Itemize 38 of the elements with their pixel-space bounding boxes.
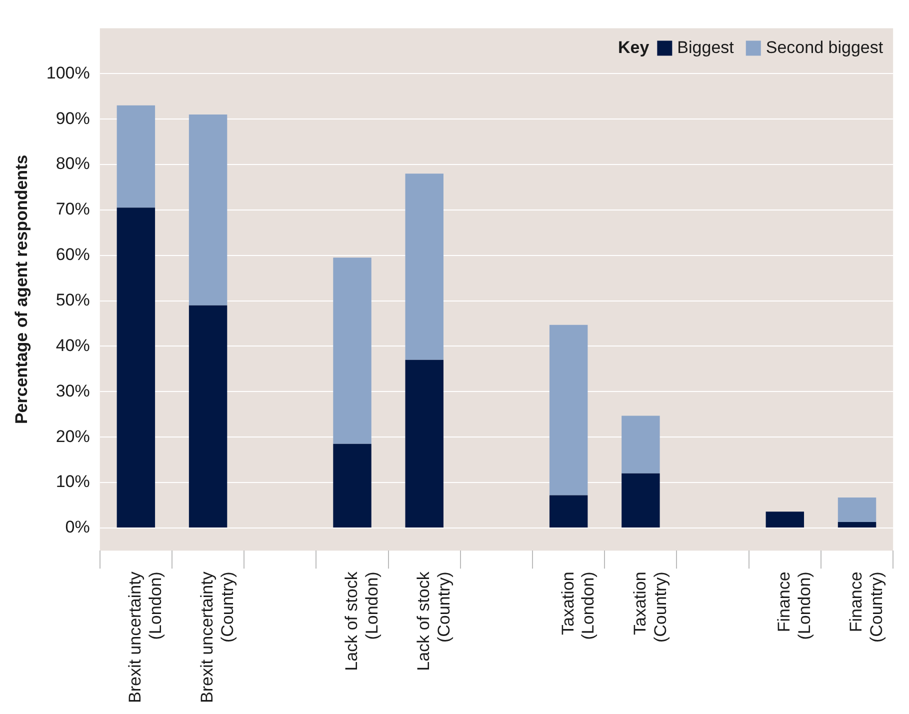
x-tick-label: Taxation (London) xyxy=(558,572,598,640)
y-tick-label: 20% xyxy=(56,426,90,446)
bar xyxy=(188,114,228,306)
bar xyxy=(405,174,444,360)
bar xyxy=(838,522,876,528)
y-tick-label: 80% xyxy=(56,154,90,174)
x-tick-label: Lack of stock (Country) xyxy=(414,571,454,671)
y-tick-label: 0% xyxy=(65,518,90,537)
bar xyxy=(188,305,228,528)
x-tick-label: Finance (London) xyxy=(774,572,814,640)
bar xyxy=(838,498,876,522)
x-tick-label: Taxation (Country) xyxy=(630,572,670,643)
bar xyxy=(116,208,156,528)
bar xyxy=(766,512,804,528)
y-tick-label: 100% xyxy=(46,63,90,82)
bar xyxy=(622,416,660,474)
x-tick-label: Brexit uncertainty (London) xyxy=(126,571,166,704)
y-tick-label: 10% xyxy=(56,472,90,492)
y-tick-label: 30% xyxy=(56,381,90,400)
bar xyxy=(622,473,660,528)
bar xyxy=(549,324,588,496)
bar xyxy=(333,258,372,444)
bar xyxy=(116,105,156,208)
x-tick-label: Brexit uncertainty (Country) xyxy=(198,571,238,704)
bar xyxy=(549,495,588,528)
x-tick-label: Lack of stock (London) xyxy=(342,571,382,671)
y-tick-label: 70% xyxy=(56,200,90,219)
y-axis-title: Percentage of agent respondents xyxy=(12,154,31,424)
bar xyxy=(333,444,372,528)
y-tick-label: 40% xyxy=(56,336,90,355)
x-tick-label: Finance (Country) xyxy=(846,572,886,643)
legend-label: Second biggest xyxy=(766,38,884,57)
legend-label: Biggest xyxy=(677,38,734,57)
y-tick-label: 50% xyxy=(56,290,90,310)
legend-title: Key xyxy=(618,38,650,57)
y-tick-label: 90% xyxy=(56,108,90,128)
bar xyxy=(405,360,444,528)
y-tick-label: 60% xyxy=(56,245,90,264)
